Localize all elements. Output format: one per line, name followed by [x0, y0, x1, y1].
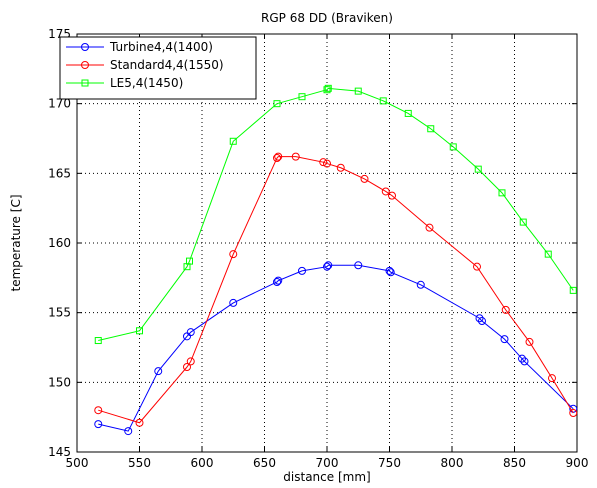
data-point [354, 261, 363, 270]
data-point [124, 427, 133, 436]
legend-marker [81, 79, 89, 87]
y-tick-label: 145 [48, 445, 71, 459]
series-3 [94, 84, 577, 345]
data-point [186, 357, 195, 366]
legend-entry: LE5,4(1450) [66, 76, 183, 90]
data-point [544, 250, 552, 258]
data-point [449, 143, 457, 151]
data-point [416, 280, 425, 289]
data-point [360, 174, 369, 183]
data-point [323, 86, 331, 94]
series-2 [94, 152, 578, 427]
series-line [98, 87, 574, 342]
y-tick-label: 160 [48, 236, 71, 250]
data-point [291, 152, 300, 161]
data-point [519, 218, 527, 226]
data-point [501, 305, 510, 314]
y-tick-label: 165 [48, 166, 71, 180]
data-point [520, 357, 529, 366]
legend-label: LE5,4(1450) [110, 76, 183, 90]
x-tick-label: 650 [253, 456, 276, 470]
data-point [475, 314, 484, 323]
legend-marker [81, 61, 89, 69]
data-point [379, 97, 387, 105]
data-point [386, 268, 395, 277]
data-point [273, 278, 281, 287]
x-tick-label: 900 [566, 456, 589, 470]
data-point [186, 257, 193, 265]
data-point [324, 84, 332, 92]
legend: Turbine4,4(1400) Standard4,4(1550) LE5,4(1… [59, 36, 257, 100]
data-point [323, 262, 331, 271]
data-point [404, 109, 412, 117]
data-point [319, 158, 328, 167]
x-tick-label: 500 [66, 456, 89, 470]
data-point [274, 152, 283, 161]
series-1 [94, 261, 578, 436]
data-point [473, 262, 481, 271]
x-tick-labels: 500 550 600 650 700 750 800 850 900 [66, 456, 589, 470]
data-point [518, 354, 526, 363]
y-axis-label: temperature [C] [9, 195, 23, 292]
data-point [136, 327, 143, 335]
data-point [229, 298, 238, 307]
data-point [388, 191, 396, 200]
data-point [385, 266, 394, 275]
data-point [94, 406, 103, 415]
legend-marker [81, 43, 89, 51]
data-point [94, 337, 102, 345]
data-point [229, 137, 237, 145]
data-point [154, 367, 163, 376]
data-point [425, 223, 434, 232]
x-tick-label: 850 [503, 456, 526, 470]
x-tick-label: 800 [441, 456, 464, 470]
x-tick-label: 700 [316, 456, 339, 470]
x-tick-label: 550 [128, 456, 151, 470]
data-point [298, 266, 306, 275]
y-tick-label: 170 [48, 97, 71, 111]
data-point [183, 363, 191, 372]
x-tick-label: 750 [378, 456, 401, 470]
data-point [298, 93, 306, 101]
data-point [381, 187, 390, 196]
legend-entry: Standard4,4(1550) [66, 58, 224, 72]
x-tick-label: 600 [191, 456, 214, 470]
chart-title: RGP 68 DD (Braviken) [261, 11, 393, 25]
legend-label: Turbine4,4(1400) [109, 40, 213, 54]
series-layer [94, 84, 578, 436]
data-point [135, 418, 144, 427]
data-point [323, 159, 331, 168]
grid-lines [77, 34, 577, 452]
x-axis-label: distance [mm] [283, 470, 370, 484]
data-point [498, 189, 506, 197]
y-tick-label: 155 [48, 306, 71, 320]
data-point [336, 163, 345, 172]
data-point [474, 165, 482, 173]
data-point [324, 261, 333, 270]
series-line [98, 156, 574, 424]
data-point [569, 286, 577, 294]
data-point [273, 154, 281, 163]
data-point [273, 100, 281, 108]
data-point [354, 87, 362, 95]
data-point [427, 125, 435, 133]
data-point [569, 408, 578, 417]
legend-label: Standard4,4(1550) [110, 58, 224, 72]
y-tick-label: 150 [48, 375, 71, 389]
data-point [229, 250, 238, 259]
data-point [548, 374, 556, 383]
legend-entries: Turbine4,4(1400) Standard4,4(1550) LE5,4(1… [66, 40, 224, 90]
data-point [274, 276, 283, 285]
data-point [478, 317, 486, 326]
legend-entry: Turbine4,4(1400) [66, 40, 213, 54]
data-point [94, 420, 103, 429]
data-point [186, 328, 195, 337]
data-point [500, 335, 509, 344]
axis-ticks [76, 33, 578, 453]
data-point [525, 337, 534, 346]
